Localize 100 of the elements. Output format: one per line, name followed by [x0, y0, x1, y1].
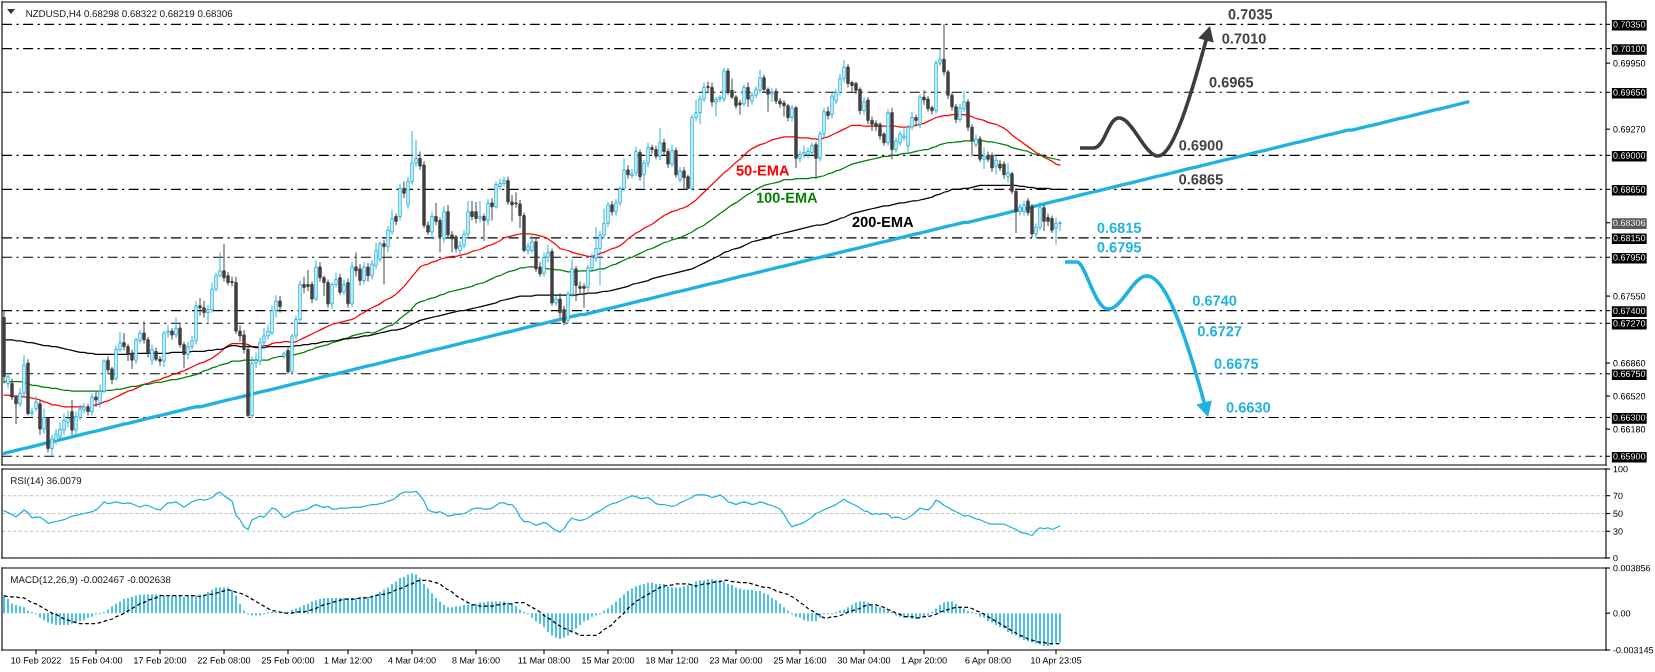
x-tick-label: 25 Mar 16:00 [773, 657, 827, 664]
candlestick [978, 135, 982, 163]
x-tick-label: 11 Mar 08:00 [518, 657, 570, 664]
candlestick [194, 300, 198, 346]
candlestick [94, 391, 98, 408]
candlestick [398, 183, 402, 221]
series-label: 200-EMA [852, 216, 914, 228]
candlestick [826, 106, 830, 120]
candlestick [478, 200, 482, 223]
y-tick-label: 0.66750 [1613, 370, 1646, 378]
x-tick-label: 4 Mar 04:00 [388, 657, 436, 664]
ref-line-label: 0.6965 [1209, 77, 1254, 88]
y-tick-label: 70 [1613, 492, 1623, 500]
candlestick [442, 205, 446, 244]
candlestick [758, 69, 762, 94]
y-tick-label: 0.67270 [1613, 320, 1646, 327]
candlestick [1022, 200, 1026, 217]
y-tick-label: 50 [1613, 510, 1623, 517]
ref-line-label: 0.7035 [1228, 9, 1273, 20]
candlestick [890, 107, 894, 160]
x-tick-label: 25 Feb 00:00 [261, 656, 315, 664]
candlestick [38, 399, 42, 436]
candlestick [454, 234, 458, 253]
y-tick-label: 0.66300 [1613, 414, 1646, 421]
candlestick [154, 347, 158, 362]
ref-line-label: 0.6675 [1214, 358, 1259, 369]
candlestick [886, 108, 890, 147]
candlestick [474, 201, 478, 224]
candlestick [482, 213, 486, 242]
candlestick [198, 297, 202, 317]
ref-line-label: 0.6865 [1179, 174, 1223, 185]
candlestick [554, 295, 558, 307]
candlestick [470, 200, 474, 221]
candlestick [402, 181, 406, 199]
y-tick-label: 100 [1613, 465, 1628, 473]
candlestick [250, 355, 254, 419]
y-tick-label: 0.68306 [1613, 219, 1646, 227]
candlestick [678, 166, 682, 184]
y-tick-label: 0.65900 [1613, 453, 1646, 460]
candlestick [814, 141, 818, 180]
y-tick-label: 0.00 [1613, 610, 1631, 617]
ref-line-label: 0.6630 [1226, 402, 1271, 413]
candlestick [658, 127, 662, 161]
candlestick [746, 82, 750, 108]
candlestick [738, 99, 742, 116]
candlestick [742, 84, 746, 108]
candlestick [682, 166, 686, 190]
y-tick-label: 0.69950 [1613, 60, 1646, 67]
candlestick [346, 278, 350, 309]
ref-line-label: 0.6900 [1179, 140, 1223, 151]
y-tick-label: 0.67400 [1613, 307, 1646, 315]
candlestick [774, 87, 778, 105]
candlestick [722, 67, 726, 103]
candlestick [326, 279, 330, 309]
candlestick [314, 259, 318, 302]
y-tick-label: 0 [1613, 554, 1618, 562]
candlestick [222, 243, 226, 283]
candlestick [338, 273, 342, 296]
candlestick [802, 145, 806, 159]
candlestick [350, 261, 354, 308]
candlestick [654, 145, 658, 160]
y-tick-label: 0.66180 [1613, 426, 1646, 433]
candlestick [974, 134, 978, 149]
candlestick [582, 283, 586, 309]
x-tick-label: 17 Feb 20:00 [134, 656, 187, 664]
line-series [2, 100, 1470, 456]
y-tick-label: 0.68150 [1613, 234, 1646, 242]
ref-line-label: 0.6740 [1192, 295, 1237, 306]
candlestick [862, 96, 866, 116]
x-tick-label: 15 Mar 20:00 [582, 657, 635, 664]
candlestick [726, 67, 730, 96]
candlestick [990, 151, 994, 173]
candlestick [782, 99, 786, 118]
candlestick [770, 87, 774, 103]
ref-line-label: 0.6815 [1097, 222, 1142, 233]
x-tick-label: 10 Apr 23:05 [1031, 657, 1082, 666]
candlestick [798, 150, 802, 163]
y-tick-label: 0.69650 [1613, 89, 1646, 96]
candlestick [394, 213, 398, 226]
candlestick [6, 372, 10, 389]
candlestick [46, 416, 50, 453]
candlestick [610, 200, 614, 217]
candlestick [382, 239, 386, 285]
candlestick [574, 265, 578, 302]
candlestick [502, 176, 506, 187]
series-label: 50-EMA [736, 165, 790, 176]
candlestick [174, 316, 178, 339]
candlestick [710, 82, 714, 108]
ref-line-label: 0.7010 [1222, 33, 1266, 44]
x-tick-label: 1 Apr 20:00 [901, 657, 947, 666]
ref-line-label: 0.6795 [1097, 242, 1142, 253]
candlestick [1042, 204, 1046, 232]
candlestick [282, 350, 286, 360]
candlestick [846, 63, 850, 88]
candlestick [670, 144, 674, 168]
x-tick-label: 6 Apr 08:00 [965, 657, 1011, 666]
y-tick-label: 0.69270 [1613, 126, 1646, 133]
candlestick [918, 93, 922, 129]
candlestick [810, 142, 814, 156]
candlestick [638, 149, 642, 182]
